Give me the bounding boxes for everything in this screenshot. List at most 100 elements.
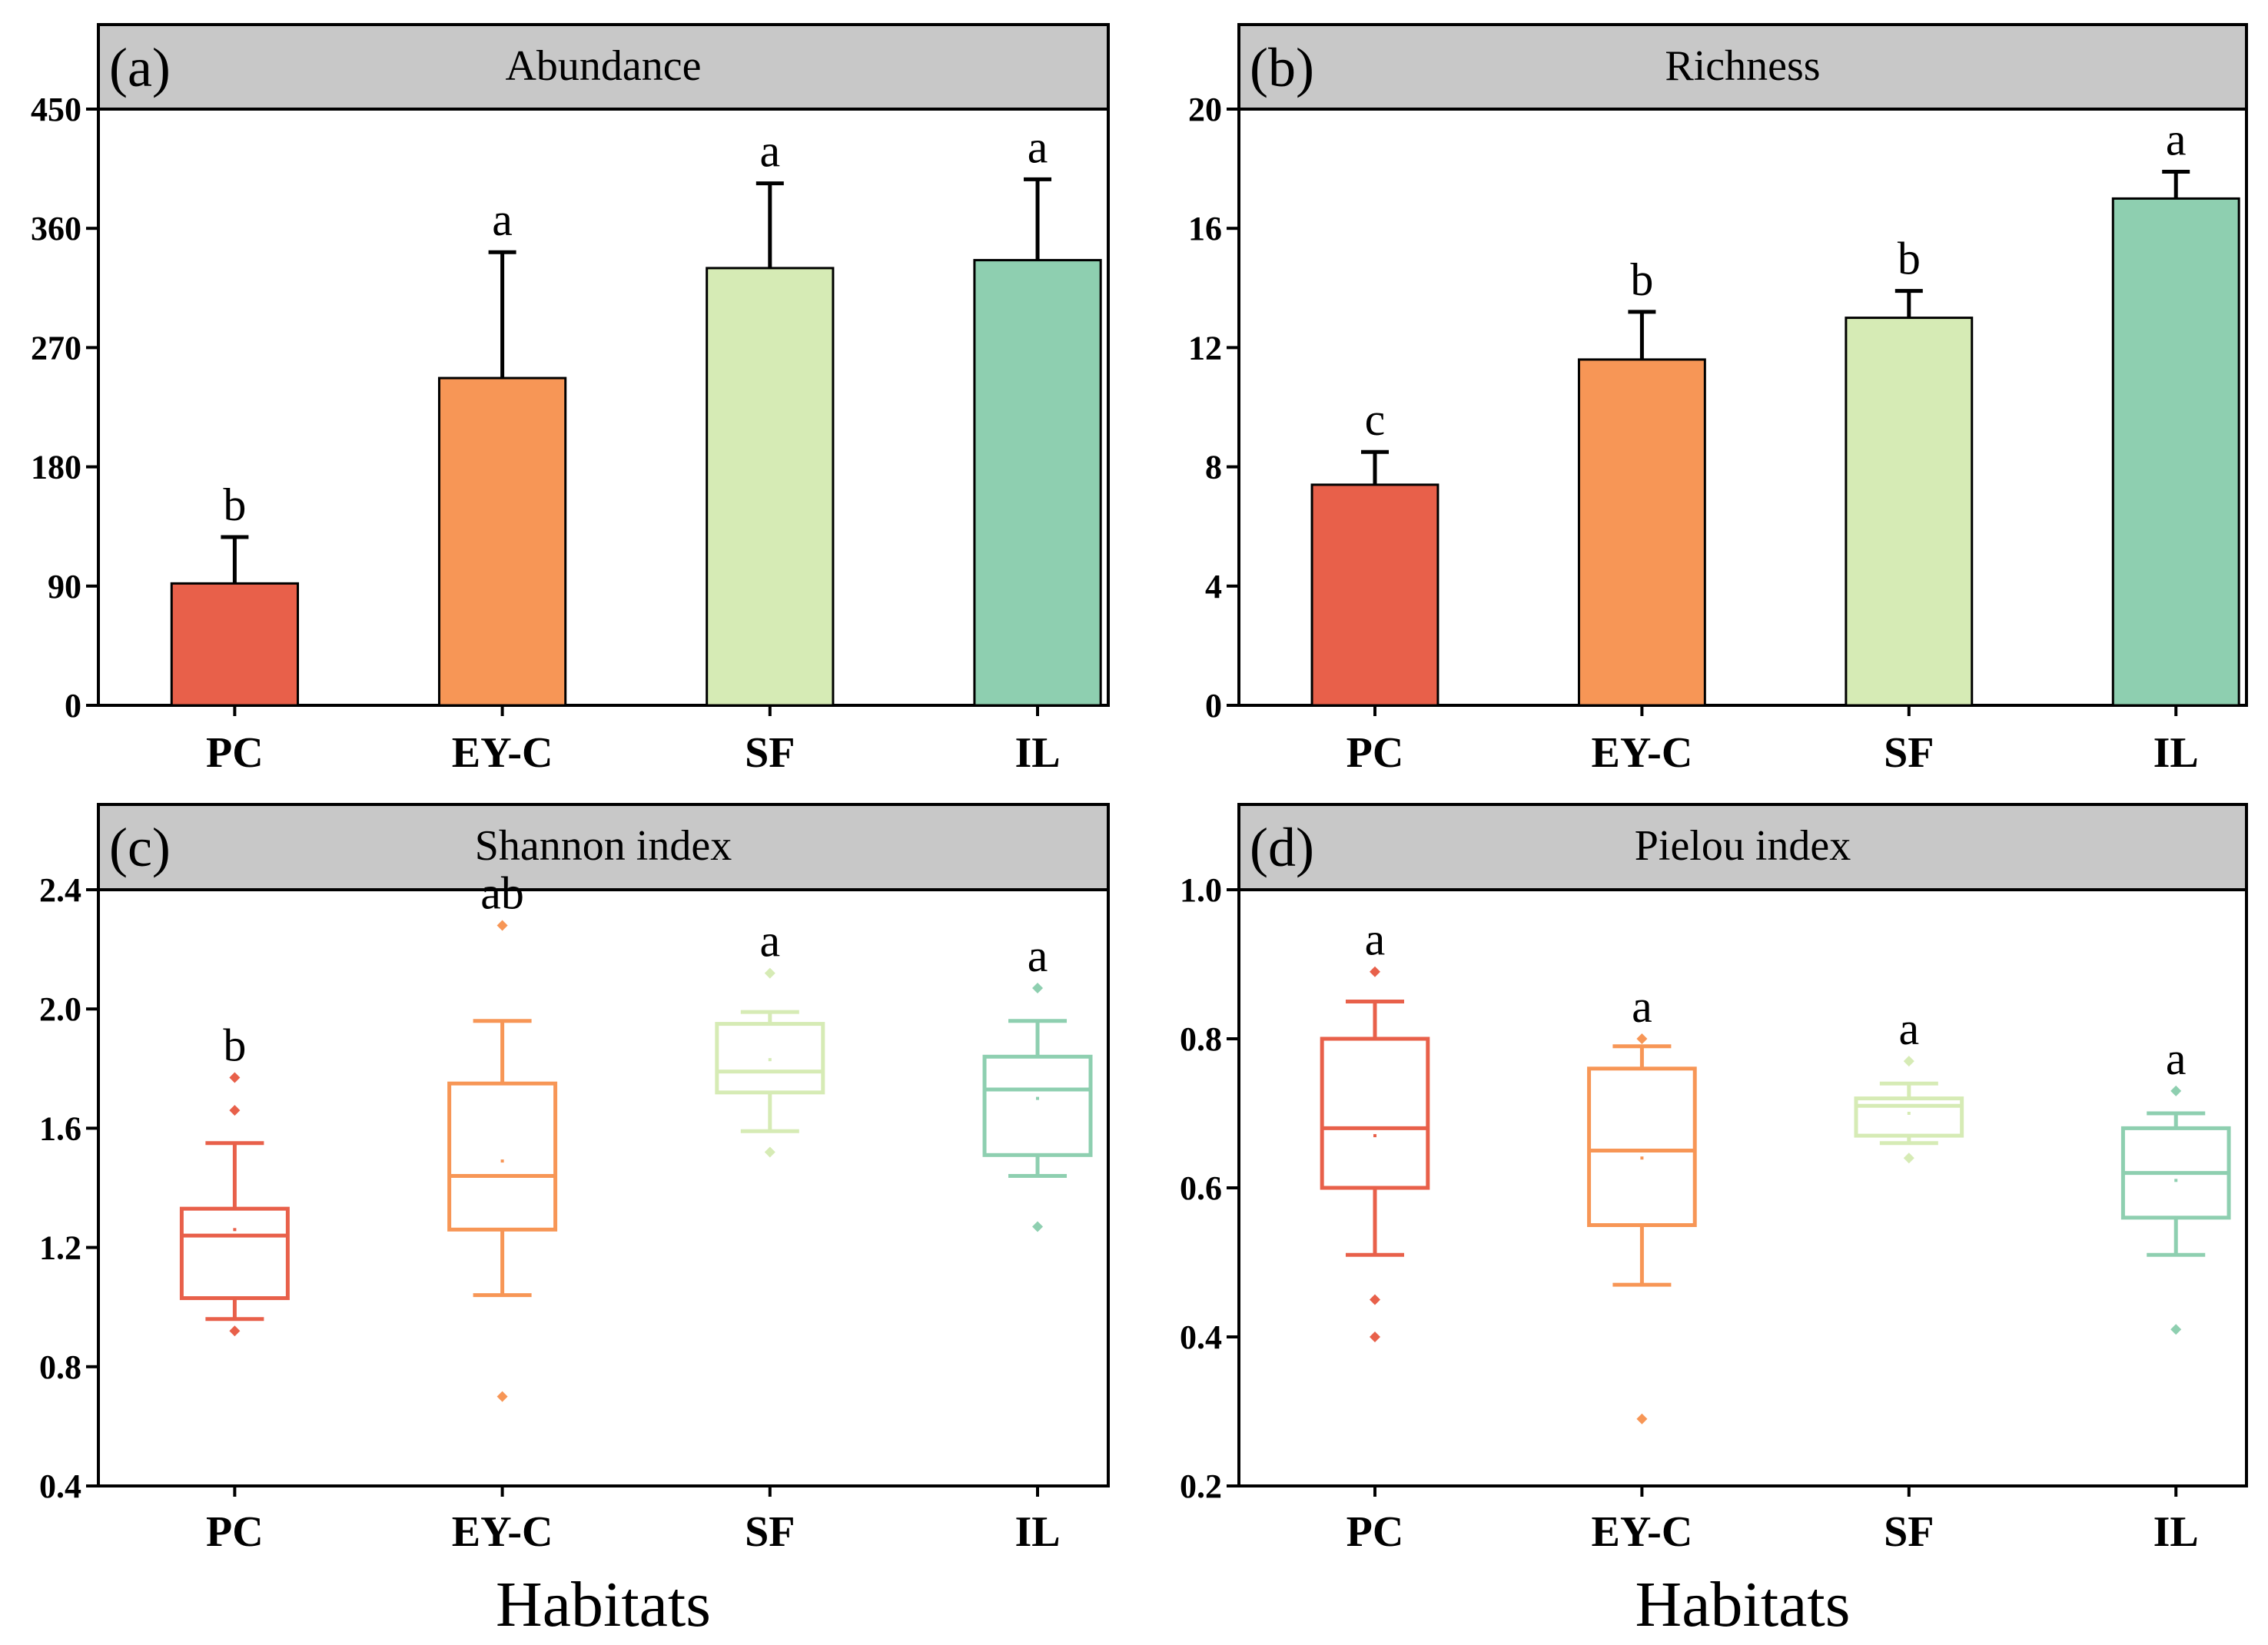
x-tick-label: SF xyxy=(1884,729,1934,777)
mean-marker xyxy=(1373,1134,1376,1138)
x-tick-label: EY-C xyxy=(452,1508,553,1556)
mean-marker xyxy=(500,1159,504,1163)
outlier-point xyxy=(1032,983,1044,994)
y-tick-label: 0.2 xyxy=(1180,1468,1222,1505)
x-axis-label: Habitats xyxy=(496,1569,711,1640)
y-tick-label: 90 xyxy=(48,568,81,605)
outlier-point xyxy=(1032,1221,1044,1232)
y-tick-label: 0 xyxy=(65,687,81,725)
box-pc xyxy=(179,1206,290,1301)
x-tick-label: EY-C xyxy=(452,729,553,777)
x-axis-label: Habitats xyxy=(1635,1569,1851,1640)
box-ey-c xyxy=(447,1081,558,1232)
y-tick-label: 0.8 xyxy=(1180,1020,1222,1058)
panel-3: (c) Shannon index 0.4 0.8 1.2 1.6 2.0 2.4 PC b EY-… xyxy=(39,803,1110,1640)
y-tick-label: 270 xyxy=(31,329,81,366)
bar-pc xyxy=(170,582,300,707)
x-tick-label: IL xyxy=(1014,1508,1060,1556)
significance-letter: b xyxy=(1630,254,1653,305)
outlier-point xyxy=(1636,1033,1648,1044)
significance-letter: a xyxy=(1028,121,1048,172)
significance-letter: a xyxy=(1028,930,1048,981)
significance-letter: a xyxy=(492,194,513,245)
outlier-point xyxy=(229,1105,241,1116)
box-ey-c xyxy=(1587,1066,1697,1228)
panel-title-bar xyxy=(1239,25,2246,109)
box-il xyxy=(982,1054,1093,1157)
box-sf xyxy=(715,1022,825,1095)
mean-marker xyxy=(1640,1156,1644,1160)
outlier-point xyxy=(496,920,508,931)
plot-frame xyxy=(97,23,1110,707)
y-tick-label: 1.2 xyxy=(39,1229,81,1267)
mean-marker xyxy=(1907,1112,1911,1115)
y-tick-label: 0.8 xyxy=(39,1348,81,1386)
outlier-point xyxy=(1903,1056,1914,1067)
bar-pc xyxy=(1310,483,1439,707)
significance-letter: b xyxy=(223,1020,246,1070)
plot-frame xyxy=(97,803,1110,1487)
panel-title-bar xyxy=(1239,804,2246,890)
bar-il xyxy=(2111,197,2240,707)
x-tick-label: SF xyxy=(745,1508,795,1556)
outlier-point xyxy=(1369,966,1380,977)
bar-ey-c xyxy=(1577,358,1706,707)
y-tick-label: 0 xyxy=(1205,687,1222,725)
x-tick-label: IL xyxy=(2153,1508,2199,1556)
significance-letter: b xyxy=(223,479,246,530)
y-tick-label: 1.0 xyxy=(1180,871,1222,909)
mean-marker xyxy=(233,1228,237,1232)
outlier-point xyxy=(2170,1324,2182,1335)
panel-title-bar xyxy=(98,804,1108,890)
y-tick-label: 0.4 xyxy=(1180,1318,1222,1356)
outlier-point xyxy=(2170,1085,2182,1096)
significance-letter: a xyxy=(759,916,780,967)
outlier-point xyxy=(229,1072,241,1083)
significance-letter: a xyxy=(1632,981,1652,1032)
mean-marker xyxy=(2174,1179,2178,1182)
plot-frame xyxy=(1237,23,2248,707)
y-tick-label: 2.4 xyxy=(39,871,81,909)
significance-letter: a xyxy=(1898,1003,1919,1054)
panel-title: Shannon index xyxy=(475,822,732,870)
y-tick-label: 4 xyxy=(1205,568,1222,605)
y-tick-label: 12 xyxy=(1188,329,1222,366)
y-tick-label: 180 xyxy=(31,449,81,486)
outlier-point xyxy=(496,1391,508,1402)
y-tick-label: 16 xyxy=(1188,210,1222,247)
x-tick-label: EY-C xyxy=(1592,1508,1693,1556)
bar-il xyxy=(973,259,1102,707)
significance-letter: b xyxy=(1898,234,1921,284)
mean-marker xyxy=(1036,1096,1040,1100)
panel-label: (a) xyxy=(109,37,171,98)
y-tick-label: 1.6 xyxy=(39,1109,81,1147)
significance-letter: a xyxy=(2166,114,2187,164)
x-tick-label: EY-C xyxy=(1592,729,1693,777)
outlier-point xyxy=(764,967,775,979)
y-tick-label: 360 xyxy=(31,210,81,247)
x-tick-label: IL xyxy=(1014,729,1060,777)
panel-4: (d) Pielou index 0.2 0.4 0.6 0.8 1.0 PC a EY-C a SF… xyxy=(1180,803,2248,1640)
bar-sf xyxy=(1845,317,1974,707)
significance-letter: a xyxy=(1365,914,1386,965)
significance-letter: ab xyxy=(480,868,524,919)
y-tick-label: 2.0 xyxy=(39,990,81,1028)
x-tick-label: PC xyxy=(1347,729,1404,777)
outlier-point xyxy=(1369,1294,1380,1305)
y-tick-label: 450 xyxy=(31,91,81,128)
plot-frame xyxy=(1237,803,2248,1487)
x-tick-label: SF xyxy=(1884,1508,1934,1556)
y-tick-label: 0.6 xyxy=(1180,1169,1222,1207)
panel-1: (a) Abundance 0 90 180 270 360 450 PC b EY-C a SF a IL… xyxy=(31,23,1110,777)
panel-label: (b) xyxy=(1250,37,1314,98)
significance-letter: a xyxy=(2166,1033,2187,1084)
significance-letter: c xyxy=(1365,394,1386,445)
x-tick-label: PC xyxy=(1347,1508,1404,1556)
x-tick-label: SF xyxy=(745,729,795,777)
y-tick-label: 8 xyxy=(1205,449,1222,486)
panel-title-bar xyxy=(98,25,1108,109)
outlier-point xyxy=(1369,1332,1380,1342)
significance-letter: a xyxy=(759,126,780,177)
bar-ey-c xyxy=(437,376,567,707)
